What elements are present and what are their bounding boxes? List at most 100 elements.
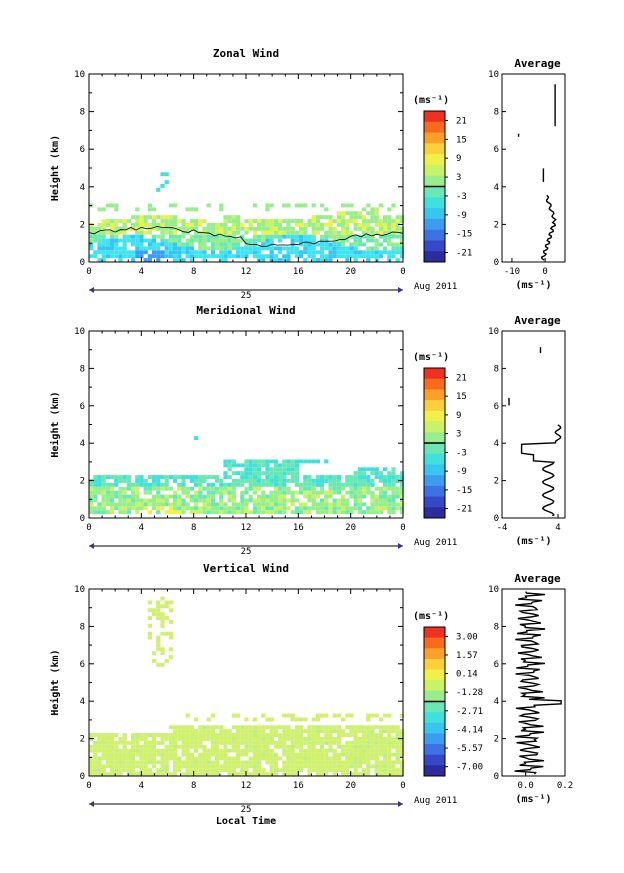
average-profile-line — [514, 591, 562, 775]
average-y-tick-label: 6 — [494, 145, 499, 155]
date-bar-right-arrow — [398, 801, 403, 807]
colorbar-band — [424, 389, 445, 401]
colorbar-unit: (ms⁻¹) — [413, 352, 449, 363]
colorbar-tick-label: 3 — [456, 430, 461, 440]
colorbar-tick-label: -5.57 — [456, 744, 483, 754]
x-tick-label: 4 — [139, 781, 144, 791]
panel-title: Vertical Wind — [203, 562, 289, 575]
colorbar-unit: (ms⁻¹) — [413, 95, 449, 106]
colorbar-tick-label: 21 — [456, 373, 467, 383]
average-y-tick-label: 6 — [494, 660, 499, 670]
average-profile-line — [517, 84, 557, 261]
colorbar-tick-label: -1.28 — [456, 688, 483, 698]
y-tick-label: 6 — [80, 660, 85, 670]
colorbar-tick-label: 0.14 — [456, 670, 478, 680]
month-label: Aug 2011 — [414, 282, 457, 292]
x-tick-label: 0 — [86, 523, 91, 533]
y-tick-label: 0 — [80, 514, 85, 524]
month-label: Aug 2011 — [414, 538, 457, 548]
x-tick-label: 8 — [191, 781, 196, 791]
average-y-tick-label: 0 — [494, 772, 499, 782]
average-frame — [501, 73, 566, 263]
colorbar-band — [424, 197, 445, 209]
y-tick-label: 4 — [80, 697, 85, 707]
average-x-tick-label: 4 — [555, 523, 560, 533]
y-tick-label: 2 — [80, 477, 85, 487]
y-tick-label: 8 — [80, 364, 85, 374]
x-tick-label: 20 — [345, 523, 356, 533]
average-y-tick-label: 2 — [494, 735, 499, 745]
y-tick-label: 8 — [80, 108, 85, 118]
colorbar-tick-label: -3 — [456, 448, 467, 458]
colorbar-band — [424, 722, 445, 734]
x-tick-label: 16 — [293, 267, 304, 277]
x-tick-label: 0 — [86, 781, 91, 791]
colorbar-band — [424, 765, 445, 777]
colorbar-band — [424, 410, 445, 423]
average-x-label: (ms⁻¹) — [515, 794, 551, 805]
colorbar-tick-label: 15 — [456, 392, 467, 402]
colorbar-band — [424, 733, 445, 745]
colorbar-tick-label: -7.00 — [456, 763, 483, 773]
colorbar-band — [424, 464, 445, 476]
colorbar-band — [424, 368, 445, 380]
average-y-tick-label: 0 — [494, 258, 499, 268]
y-tick-label: 0 — [80, 772, 85, 782]
colorbar-band — [424, 744, 445, 756]
average-x-tick-label: -10 — [504, 267, 520, 277]
colorbar-band — [424, 208, 445, 220]
average-y-tick-label: 8 — [494, 108, 499, 118]
x-tick-label: 0 — [400, 781, 405, 791]
y-tick-label: 4 — [80, 439, 85, 449]
colorbar-band — [424, 712, 445, 724]
average-y-tick-label: 8 — [494, 364, 499, 374]
average-y-tick-label: 4 — [494, 697, 499, 707]
colorbar-band — [424, 111, 445, 123]
y-tick-label: 8 — [80, 622, 85, 632]
meridional-wind-panel: Meridional Wind 0 2 4 6 8 10 Height (km) 0 4 8 12 16… — [49, 304, 566, 557]
colorbar-band — [424, 400, 445, 412]
x-tick-label: 0 — [400, 267, 405, 277]
x-tick-label: 12 — [241, 781, 252, 791]
colorbar-tick-label: -9 — [456, 211, 467, 221]
colorbar-tick-label: -2.71 — [456, 707, 483, 717]
y-tick-label: 10 — [74, 70, 85, 80]
colorbar-band — [424, 121, 445, 134]
y-axis-label: Height (km) — [49, 135, 61, 201]
average-y-tick-label: 2 — [494, 477, 499, 487]
average-y-tick-label: 0 — [494, 514, 499, 524]
y-axis-label: Height (km) — [49, 649, 61, 715]
colorbar-tick-label: 15 — [456, 135, 467, 145]
colorbar-tick-label: 9 — [456, 154, 461, 164]
x-tick-label: 8 — [191, 267, 196, 277]
colorbar-band — [424, 421, 445, 433]
average-x-tick-label: 0.0 — [517, 781, 533, 791]
colorbar-band — [424, 754, 445, 766]
x-tick-label: 16 — [293, 781, 304, 791]
date-bar-left-arrow — [89, 801, 94, 807]
colorbar-tick-label: -15 — [456, 486, 472, 496]
heatmap-cells — [89, 436, 404, 515]
y-tick-label: 2 — [80, 735, 85, 745]
average-frame — [501, 330, 566, 519]
average-x-tick-label: 0.2 — [557, 781, 573, 791]
x-tick-label: 20 — [345, 267, 356, 277]
x-tick-label: 4 — [139, 523, 144, 533]
colorbar-band — [424, 143, 445, 155]
colorbar-band — [424, 132, 445, 144]
colorbar-band — [424, 251, 445, 263]
x-tick-label: 0 — [400, 523, 405, 533]
y-tick-label: 4 — [80, 183, 85, 193]
heatmap-cells — [89, 596, 404, 776]
date-bar-right-arrow — [398, 543, 403, 549]
average-y-tick-label: 10 — [488, 70, 499, 80]
average-x-label: (ms⁻¹) — [515, 536, 551, 547]
colorbar-band — [424, 240, 445, 252]
average-title: Average — [514, 57, 561, 70]
y-tick-label: 10 — [74, 327, 85, 337]
colorbar-tick-label: 9 — [456, 411, 461, 421]
average-y-tick-label: 4 — [494, 439, 499, 449]
y-tick-label: 2 — [80, 220, 85, 230]
colorbar-tick-label: 3.00 — [456, 632, 478, 642]
colorbar-tick-label: -21 — [456, 249, 472, 259]
